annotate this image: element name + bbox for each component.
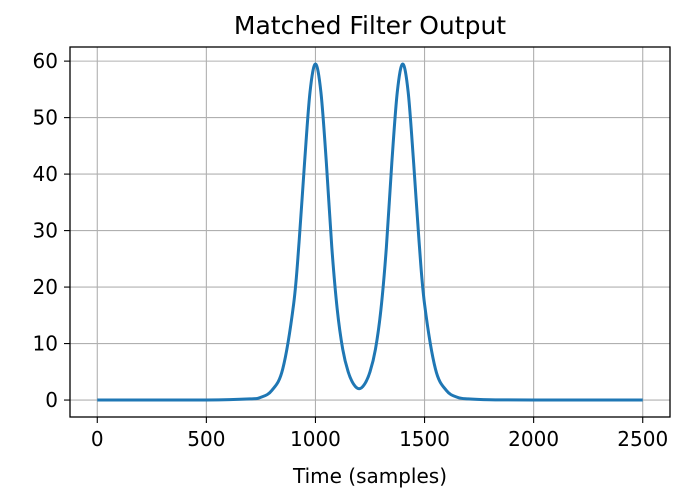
- x-axis-label: Time (samples): [292, 464, 447, 488]
- ticks-layer: 0 500 1000 1500 2000 2500 0 10 20 30 40 50 60: [33, 49, 669, 451]
- x-tick-label: 500: [187, 427, 225, 451]
- y-tick-label: 0: [45, 388, 58, 412]
- y-tick-label: 30: [33, 219, 58, 243]
- y-tick-label: 50: [33, 106, 58, 130]
- y-tick-label: 10: [33, 332, 58, 356]
- series-line: [97, 62, 643, 402]
- x-tick-label: 2500: [617, 427, 668, 451]
- x-tick-label: 0: [91, 427, 104, 451]
- y-tick-label: 40: [33, 162, 58, 186]
- grid: [70, 47, 670, 417]
- y-tick-label: 20: [33, 275, 58, 299]
- chart-title: Matched Filter Output: [234, 11, 506, 40]
- series-layer: [97, 62, 643, 402]
- x-tick-label: 2000: [508, 427, 559, 451]
- plot-frame: [69, 46, 671, 418]
- x-tick-label: 1500: [399, 427, 450, 451]
- x-tick-label: 1000: [290, 427, 341, 451]
- y-tick-label: 60: [33, 49, 58, 73]
